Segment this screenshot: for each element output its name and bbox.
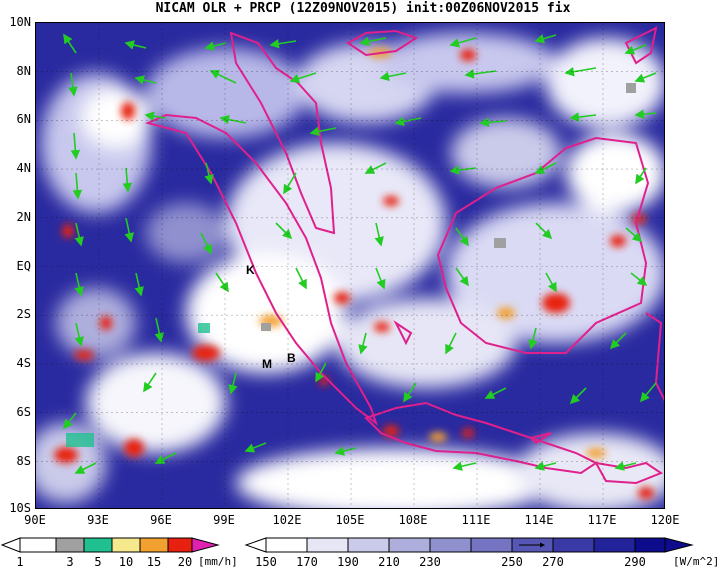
- olr-colorbar-low-arrow: [244, 537, 267, 553]
- lon-label: 99E: [213, 513, 235, 527]
- precip-tick-label: 5: [94, 555, 102, 569]
- precip-unit: [mm/h]: [198, 555, 238, 568]
- olr-tick-label: 230: [419, 555, 441, 569]
- lat-label: 2S: [16, 307, 31, 321]
- precip-colorbar-low-arrow: [0, 537, 21, 553]
- olr-tick-label: 210: [378, 555, 400, 569]
- label-m: M: [262, 357, 272, 371]
- lon-label: 105E: [335, 513, 365, 527]
- lat-label: 10N: [9, 15, 31, 29]
- map-grid: [36, 23, 664, 508]
- olr-tick-label: 170: [296, 555, 318, 569]
- olr-tick-label: 190: [337, 555, 359, 569]
- lat-label: 4S: [16, 356, 31, 370]
- coastlines: [144, 26, 664, 485]
- lon-label: 111E: [461, 513, 491, 527]
- precip-tick-label: 20: [177, 555, 193, 569]
- precip-colorbar: [0, 537, 220, 553]
- olr-swatch: [265, 537, 308, 553]
- label-b: B: [287, 351, 296, 365]
- precip-swatch: [19, 537, 57, 553]
- olr-swatch: [593, 537, 636, 553]
- lon-label: 120E: [650, 513, 680, 527]
- olr-cloud-field: [36, 33, 664, 508]
- precip-swatch: [111, 537, 141, 553]
- olr-swatch: [470, 537, 513, 553]
- olr-swatch: [347, 537, 390, 553]
- precip-swatch: [83, 537, 113, 553]
- precip-tick-label: 3: [66, 555, 74, 569]
- precip-tick-label: 10: [118, 555, 134, 569]
- lon-label: 102E: [272, 513, 302, 527]
- weather-map[interactable]: K M B: [35, 22, 665, 509]
- lat-label: 2N: [16, 210, 31, 224]
- lat-label: 6S: [16, 405, 31, 419]
- lon-label: 90E: [24, 513, 46, 527]
- precip-cells: [54, 48, 654, 499]
- precip-light-cells: [66, 83, 636, 447]
- precip-tick-label: 1: [16, 555, 24, 569]
- olr-tick-label: 150: [255, 555, 277, 569]
- lon-label: 117E: [587, 513, 617, 527]
- lat-label: 10S: [9, 501, 31, 515]
- map-title: NICAM OLR + PRCP (12Z09NOV2015) init:00Z…: [155, 1, 571, 16]
- lon-label: 93E: [87, 513, 109, 527]
- olr-colorbar: [244, 537, 694, 553]
- precip-swatch: [139, 537, 169, 553]
- precip-tick-label: 15: [146, 555, 162, 569]
- lat-label: 8N: [16, 64, 31, 78]
- olr-swatch: [552, 537, 595, 553]
- label-k: K: [246, 263, 255, 277]
- lon-label: 114E: [524, 513, 554, 527]
- lon-label: 108E: [398, 513, 428, 527]
- precip-swatch: [167, 537, 193, 553]
- lat-label: 6N: [16, 112, 31, 126]
- wind-vectors: [63, 33, 657, 474]
- lat-label: EQ: [16, 259, 31, 273]
- olr-swatch: [306, 537, 349, 553]
- precip-swatch: [55, 537, 85, 553]
- olr-swatch: [388, 537, 431, 553]
- olr-colorbar-high-arrow: [664, 537, 694, 553]
- lat-label: 8S: [16, 454, 31, 468]
- olr-swatch: [429, 537, 472, 553]
- lon-label: 96E: [150, 513, 172, 527]
- olr-tick-label: 290: [624, 555, 646, 569]
- olr-swatch: [634, 537, 666, 553]
- olr-unit: [W/m^2]: [673, 555, 720, 568]
- olr-tick-label: 250: [501, 555, 523, 569]
- lat-label: 4N: [16, 161, 31, 175]
- olr-tick-label: 270: [542, 555, 564, 569]
- precip-colorbar-high-arrow: [191, 537, 220, 553]
- map-canvas: [36, 23, 664, 508]
